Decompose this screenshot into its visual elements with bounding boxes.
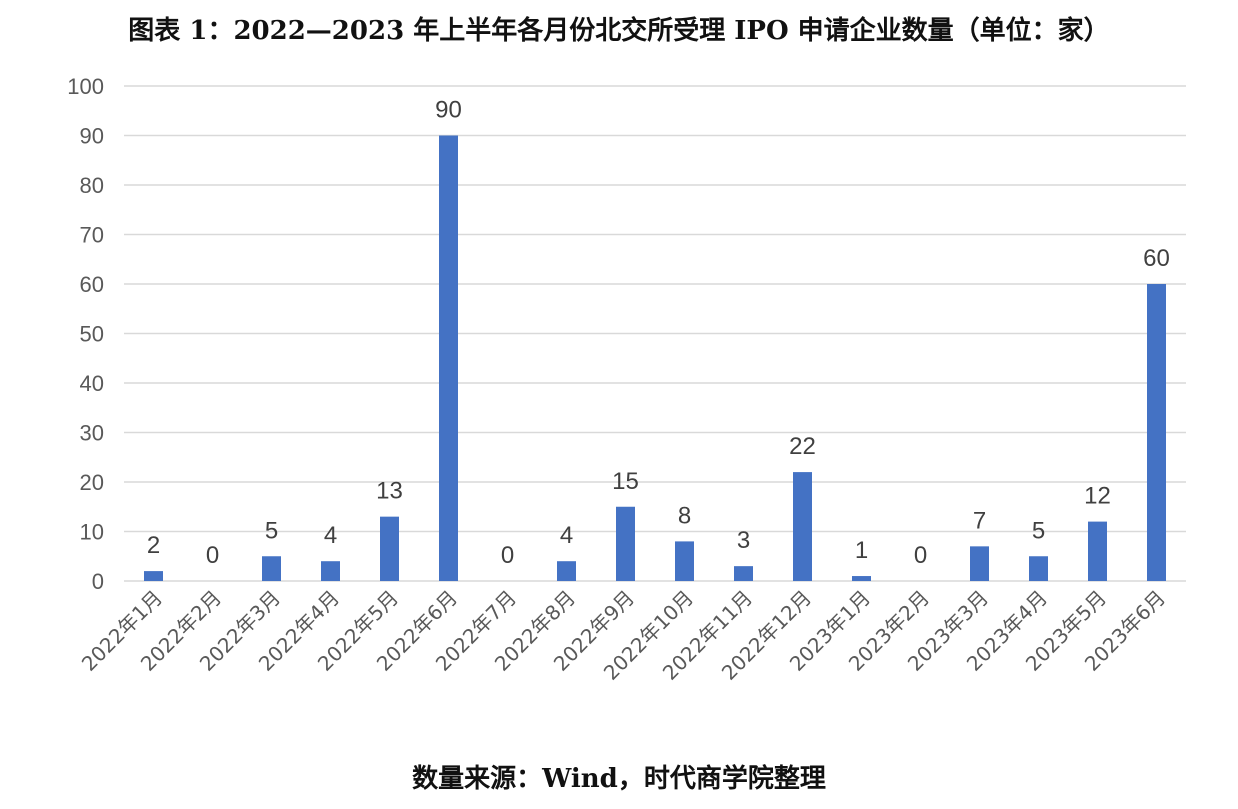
x-axis-ticks: 2022年1月2022年2月2022年3月2022年4月2022年5月2022年… [77, 586, 1170, 685]
data-label: 15 [612, 468, 639, 495]
bar [262, 556, 281, 581]
y-tick-label: 10 [80, 520, 104, 545]
bar [1088, 521, 1107, 581]
data-label: 0 [206, 542, 219, 569]
bar [321, 561, 340, 581]
bar [144, 571, 163, 581]
data-label: 5 [265, 517, 278, 544]
gridlines [124, 85, 1186, 582]
y-tick-label: 100 [67, 74, 104, 99]
y-tick-label: 20 [80, 470, 104, 495]
data-label: 12 [1084, 483, 1111, 510]
y-tick-label: 30 [80, 421, 104, 446]
source-note: 数量来源：Wind，时代商学院整理 [412, 764, 826, 794]
data-label: 5 [1032, 517, 1045, 544]
y-tick-label: 50 [80, 322, 104, 347]
bar [439, 135, 458, 581]
bar [793, 472, 812, 581]
bars [144, 135, 1166, 581]
y-tick-label: 60 [80, 272, 104, 297]
data-label: 4 [560, 522, 573, 549]
bar [616, 506, 635, 581]
data-label: 0 [501, 542, 514, 569]
bar [675, 541, 694, 581]
data-label: 60 [1143, 245, 1170, 272]
y-tick-label: 90 [80, 124, 104, 149]
data-label: 13 [376, 478, 403, 505]
bar [557, 561, 576, 581]
data-label: 7 [973, 507, 986, 534]
data-label: 90 [435, 97, 462, 124]
data-label: 8 [678, 502, 691, 529]
bar [852, 576, 871, 581]
data-label: 4 [324, 522, 337, 549]
data-label: 2 [147, 532, 160, 559]
chart-title: 图表 1：2022—2023 年上半年各月份北交所受理 IPO 申请企业数量（单… [128, 16, 1110, 46]
data-label: 0 [914, 542, 927, 569]
y-tick-label: 40 [80, 371, 104, 396]
data-label: 3 [737, 527, 750, 554]
bar [380, 516, 399, 581]
bar [1147, 284, 1166, 581]
bar [734, 566, 753, 581]
y-axis-ticks: 0 10 20 30 40 50 60 70 80 90 100 [67, 74, 104, 594]
y-tick-label: 0 [92, 569, 104, 594]
data-labels: 2 0 5 4 13 90 0 4 15 8 3 22 1 0 7 5 12 60 [147, 97, 1170, 570]
bar [1029, 556, 1048, 581]
y-tick-label: 70 [80, 223, 104, 248]
data-label: 22 [789, 433, 816, 460]
data-label: 1 [855, 537, 868, 564]
bar [970, 546, 989, 581]
y-tick-label: 80 [80, 173, 104, 198]
